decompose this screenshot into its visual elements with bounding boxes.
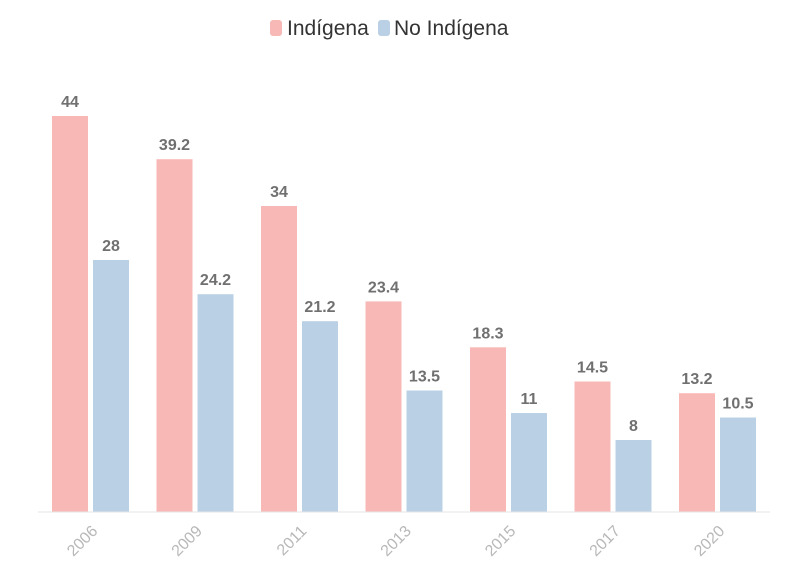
value-label-2017-series-1: 8 (629, 418, 638, 435)
bar-2020-series-0[interactable] (679, 393, 715, 512)
value-label-2020-series-1: 10.5 (722, 396, 753, 413)
value-label-2020-series-0: 13.2 (681, 371, 712, 388)
value-label-2015-series-1: 11 (521, 391, 538, 408)
x-tick-label-2011: 2011 (274, 523, 310, 559)
x-tick-label-2013: 2013 (378, 523, 415, 560)
legend: Indígena No Indígena (270, 17, 509, 40)
value-label-2009-series-1: 24.2 (200, 272, 231, 289)
bar-2006-series-0[interactable] (52, 116, 88, 512)
value-label-2011-series-1: 21.2 (304, 299, 335, 316)
bar-2017-series-1[interactable] (615, 440, 652, 512)
legend-label-0[interactable]: Indígena (287, 17, 369, 40)
bar-2017-series-0[interactable] (574, 381, 611, 513)
legend-label-1[interactable]: No Indígena (394, 17, 509, 40)
value-label-2009-series-0: 39.2 (159, 137, 190, 154)
value-label-2006-series-1: 28 (102, 238, 120, 255)
value-label-2013-series-1: 13.5 (409, 369, 440, 386)
value-label-2006-series-0: 44 (61, 94, 79, 111)
bar-2006-series-1[interactable] (93, 260, 129, 512)
bar-2015-series-1[interactable] (511, 413, 547, 512)
bar-2013-series-1[interactable] (406, 390, 443, 513)
bars (52, 116, 756, 512)
bar-2011-series-1[interactable] (302, 321, 338, 512)
bar-2013-series-0[interactable] (365, 301, 402, 512)
bar-2009-series-1[interactable] (197, 294, 234, 512)
legend-swatch-0[interactable] (270, 20, 282, 36)
x-tick-label-2020: 2020 (691, 523, 728, 560)
bar-2009-series-0[interactable] (156, 159, 193, 512)
x-axis-ticks: 2006 2009 2011 2013 2015 2017 2020 (64, 523, 728, 560)
legend-swatch-1[interactable] (378, 20, 390, 36)
value-label-2015-series-0: 18.3 (472, 325, 503, 342)
value-label-2013-series-0: 23.4 (368, 279, 399, 296)
bar-2020-series-1[interactable] (720, 417, 756, 513)
value-label-2011-series-0: 34 (270, 184, 288, 201)
value-labels: 44 28 39.2 24.2 34 21.2 23.4 13.5 18.3 11 14.5 8 13.… (61, 94, 754, 435)
value-label-2017-series-0: 14.5 (577, 360, 608, 377)
x-tick-label-2017: 2017 (587, 523, 624, 560)
x-tick-label-2015: 2015 (482, 523, 519, 560)
x-tick-label-2009: 2009 (169, 523, 206, 560)
bar-2015-series-0[interactable] (470, 347, 506, 512)
x-tick-label-2006: 2006 (64, 523, 101, 560)
bar-2011-series-0[interactable] (261, 206, 297, 512)
